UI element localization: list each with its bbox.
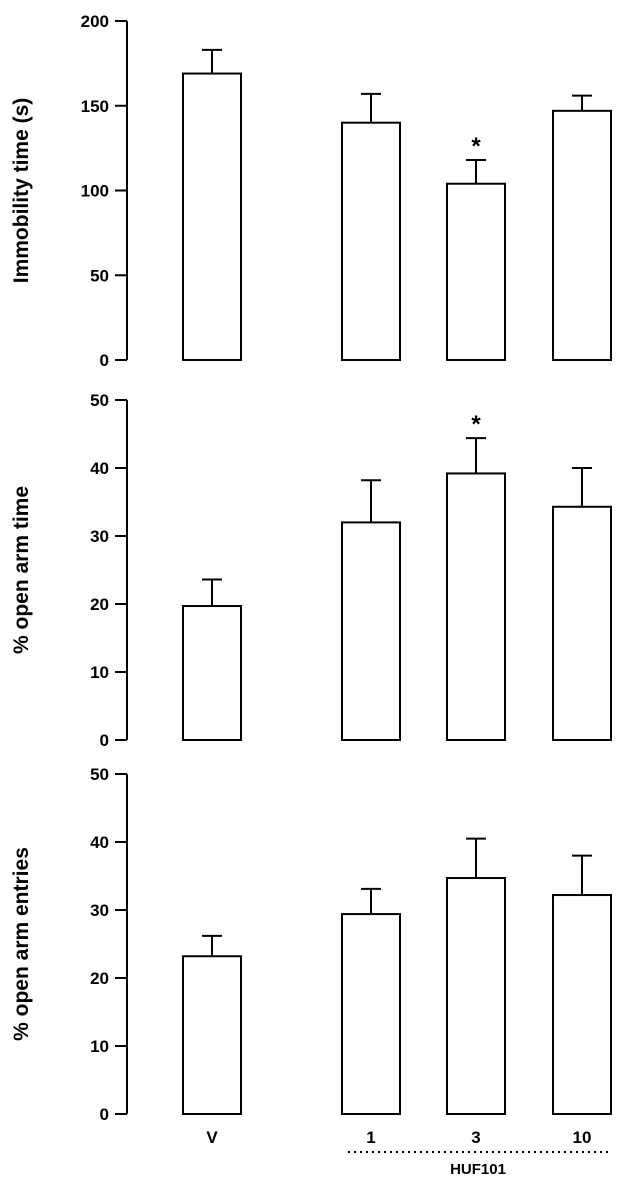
y-tick-label: 50 [90,266,109,285]
y-tick-label: 150 [81,97,109,116]
bar [446,877,506,1115]
y-tick-label: 200 [81,12,109,31]
y-tick-label: 40 [90,833,109,852]
y-tick-label: 20 [90,969,109,988]
y-tick-label: 0 [100,731,109,750]
chart-panel-1: 0 50 100 150 200 Immobility time (s) * [10,12,612,370]
bar [552,894,612,1115]
bar [341,913,401,1116]
group-label: HUF101 [450,1161,506,1178]
y-tick-label: 50 [90,765,109,784]
chart-panel-3: 0 10 20 30 40 50 % open arm entries [10,765,612,1124]
bar [446,182,506,361]
y-axis-title: % open arm time [10,486,33,654]
bar [182,955,242,1115]
y-tick-label: 40 [90,459,109,478]
x-axis-category-labels: V 1 3 10 [206,1128,591,1147]
y-axis-title: Immobility time (s) [10,98,33,284]
bar [341,121,401,361]
x-category-label: 10 [573,1128,592,1147]
y-tick-label: 10 [90,1037,109,1056]
y-tick-label: 20 [90,595,109,614]
y-tick-label: 30 [90,527,109,546]
y-tick-label: 100 [81,182,109,201]
x-category-label: V [206,1128,218,1147]
bar [446,472,506,741]
x-category-label: 3 [471,1128,480,1147]
y-tick-label: 0 [100,351,109,370]
y-axis-title: % open arm entries [10,847,33,1041]
significance-mark: * [471,411,481,438]
bar [182,605,242,741]
y-tick-label: 50 [90,391,109,410]
bar [552,109,612,361]
y-tick-label: 0 [100,1105,109,1124]
chart-panel-2: 0 10 20 30 40 50 % open arm time * [10,391,612,750]
x-category-label: 1 [366,1128,375,1147]
y-tick-label: 10 [90,663,109,682]
y-tick-label: 30 [90,901,109,920]
huf101-group-bracket: HUF101 [348,1151,608,1178]
bar [341,521,401,742]
bar [182,72,242,361]
significance-mark: * [471,133,481,160]
bar [552,505,612,742]
